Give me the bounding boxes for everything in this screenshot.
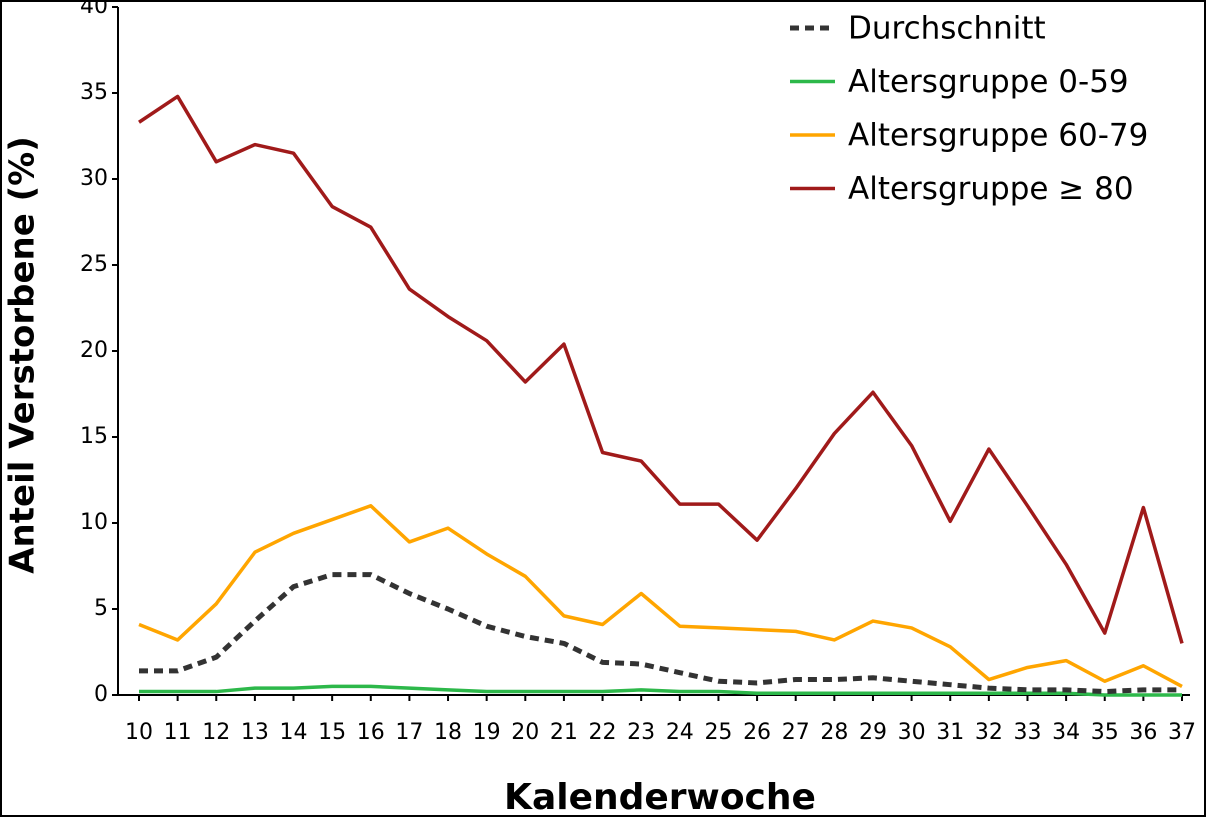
x-tick-label: 37	[1168, 720, 1196, 745]
x-tick-label: 16	[357, 720, 385, 745]
x-tick-label: 10	[125, 720, 153, 745]
y-tick-label: 15	[80, 424, 108, 449]
x-tick-label: 14	[280, 720, 308, 745]
x-tick-label: 31	[936, 720, 964, 745]
x-axis-title: Kalenderwoche	[504, 777, 816, 817]
x-tick-label: 13	[241, 720, 269, 745]
x-tick-label: 15	[318, 720, 346, 745]
series-line	[139, 684, 1182, 697]
x-tick-label: 35	[1091, 720, 1119, 745]
x-tick-label: 17	[395, 720, 423, 745]
x-tick-label: 27	[782, 720, 810, 745]
y-tick-label: 25	[80, 252, 108, 277]
y-tick-label: 0	[94, 682, 108, 707]
series-line	[139, 572, 1182, 695]
x-tick-label: 19	[473, 720, 501, 745]
x-tick-label: 23	[627, 720, 655, 745]
y-tick-label: 5	[94, 596, 108, 621]
x-tick-label: 32	[975, 720, 1003, 745]
x-tick-label: 24	[666, 720, 694, 745]
x-tick-label: 25	[704, 720, 732, 745]
x-tick-label: 20	[511, 720, 539, 745]
legend-label: Altersgruppe ≥ 80	[848, 171, 1134, 207]
x-tick-label: 21	[550, 720, 578, 745]
x-tick-label: 34	[1052, 720, 1080, 745]
y-tick-label: 30	[80, 166, 108, 191]
legend-label: Durchschnitt	[848, 11, 1046, 47]
y-tick-label: 20	[80, 338, 108, 363]
y-tick-label: 10	[80, 510, 108, 535]
legend-label: Altersgruppe 60-79	[848, 118, 1148, 154]
y-tick-label: 35	[80, 80, 108, 105]
legend-label: Altersgruppe 0-59	[848, 64, 1129, 100]
x-tick-label: 26	[743, 720, 771, 745]
y-tick-label: 40	[80, 0, 108, 19]
series-line	[138, 94, 1184, 644]
x-tick-label: 29	[859, 720, 887, 745]
x-tick-label: 30	[898, 720, 926, 745]
series-line	[138, 504, 1183, 688]
x-tick-label: 33	[1013, 720, 1041, 745]
x-tick-label: 11	[164, 720, 192, 745]
x-tick-label: 22	[589, 720, 617, 745]
x-tick-label: 36	[1129, 720, 1157, 745]
x-tick-label: 12	[202, 720, 230, 745]
x-tick-label: 28	[820, 720, 848, 745]
x-tick-label: 18	[434, 720, 462, 745]
y-axis-title: Anteil Verstorbene (%)	[3, 136, 43, 574]
